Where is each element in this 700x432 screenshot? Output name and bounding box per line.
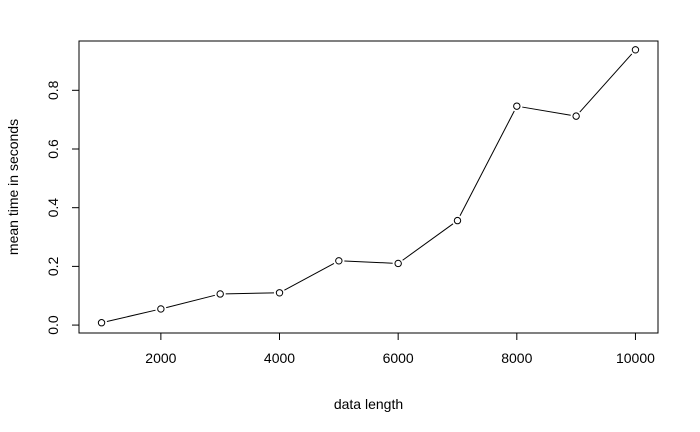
data-point	[216, 290, 224, 298]
data-point	[572, 112, 580, 120]
x-axis-label: data length	[334, 396, 403, 412]
x-tick-label: 6000	[383, 350, 414, 366]
y-tick-label: 0.2	[45, 256, 61, 276]
x-tick-label: 2000	[145, 350, 176, 366]
data-point	[97, 319, 106, 327]
series-line-segment	[225, 292, 275, 295]
plot-frame	[78, 40, 659, 334]
x-axis: 2000 4000 6000 8000 10000	[145, 332, 655, 366]
data-point	[453, 216, 462, 225]
series-line-segment	[579, 53, 633, 113]
series-line-segment	[344, 260, 393, 264]
y-tick-label: 0.4	[45, 198, 61, 218]
series-line-segment	[459, 110, 515, 216]
data-point	[631, 46, 640, 54]
y-tick-label: 0.0	[45, 315, 61, 335]
series-line-segment	[402, 223, 454, 261]
y-axis: 0.0 0.2 0.4 0.6 0.8	[45, 80, 80, 335]
x-tick-label: 10000	[616, 350, 655, 366]
y-axis-label: mean time in seconds	[5, 119, 21, 255]
y-tick-label: 0.6	[45, 139, 61, 159]
series-line-segment	[522, 106, 571, 116]
series-line-segment	[106, 309, 156, 322]
data-point	[513, 102, 521, 110]
x-tick-label: 8000	[501, 350, 532, 366]
data-point	[394, 259, 402, 268]
data-point	[335, 257, 343, 265]
series-layer	[97, 46, 640, 327]
x-tick-label: 4000	[264, 350, 295, 366]
series-line-segment	[284, 262, 335, 291]
y-tick-label: 0.8	[45, 80, 61, 100]
series-line-segment	[166, 294, 215, 309]
data-point	[275, 289, 284, 297]
data-point	[157, 305, 165, 313]
